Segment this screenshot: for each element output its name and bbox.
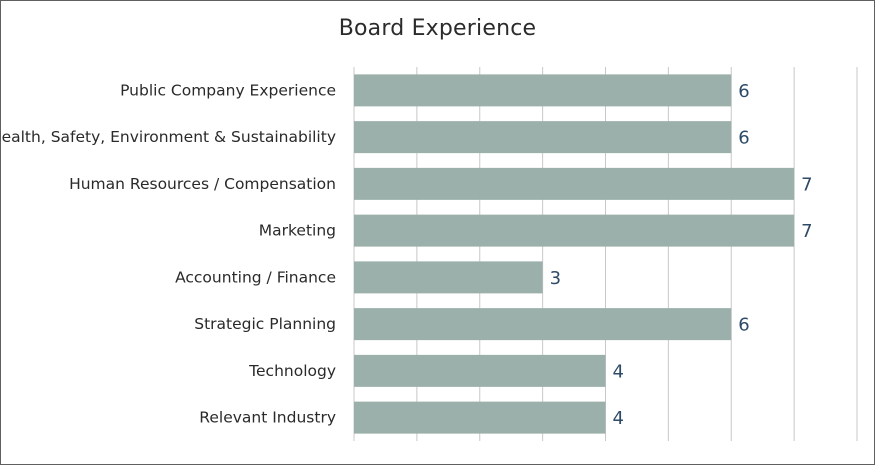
- bar-3: [354, 167, 795, 200]
- value-label-6: 6: [738, 315, 749, 336]
- category-label-4: Marketing: [259, 222, 336, 240]
- value-label-2: 6: [738, 128, 749, 149]
- category-label-7: Technology: [248, 362, 336, 380]
- bar-5: [354, 261, 543, 294]
- bar-2: [354, 121, 732, 154]
- value-label-7: 4: [613, 361, 624, 382]
- bar-6: [354, 308, 732, 341]
- bar-4: [354, 214, 795, 247]
- bar-8: [354, 401, 606, 434]
- value-label-5: 3: [550, 268, 561, 289]
- category-label-8: Relevant Industry: [199, 409, 336, 427]
- category-label-5: Accounting / Finance: [175, 268, 336, 286]
- value-label-1: 6: [738, 81, 749, 102]
- category-label-1: Public Company Experience: [120, 81, 336, 99]
- value-label-8: 4: [613, 408, 624, 429]
- value-label-3: 7: [801, 174, 812, 195]
- category-label-6: Strategic Planning: [194, 315, 336, 333]
- value-label-4: 7: [801, 221, 812, 242]
- bar-7: [354, 354, 606, 387]
- bar-1: [354, 74, 732, 107]
- chart-title: Board Experience: [338, 16, 537, 41]
- category-label-2: Health, Safety, Environment & Sustainabi…: [0, 128, 336, 146]
- category-label-3: Human Resources / Compensation: [69, 175, 336, 193]
